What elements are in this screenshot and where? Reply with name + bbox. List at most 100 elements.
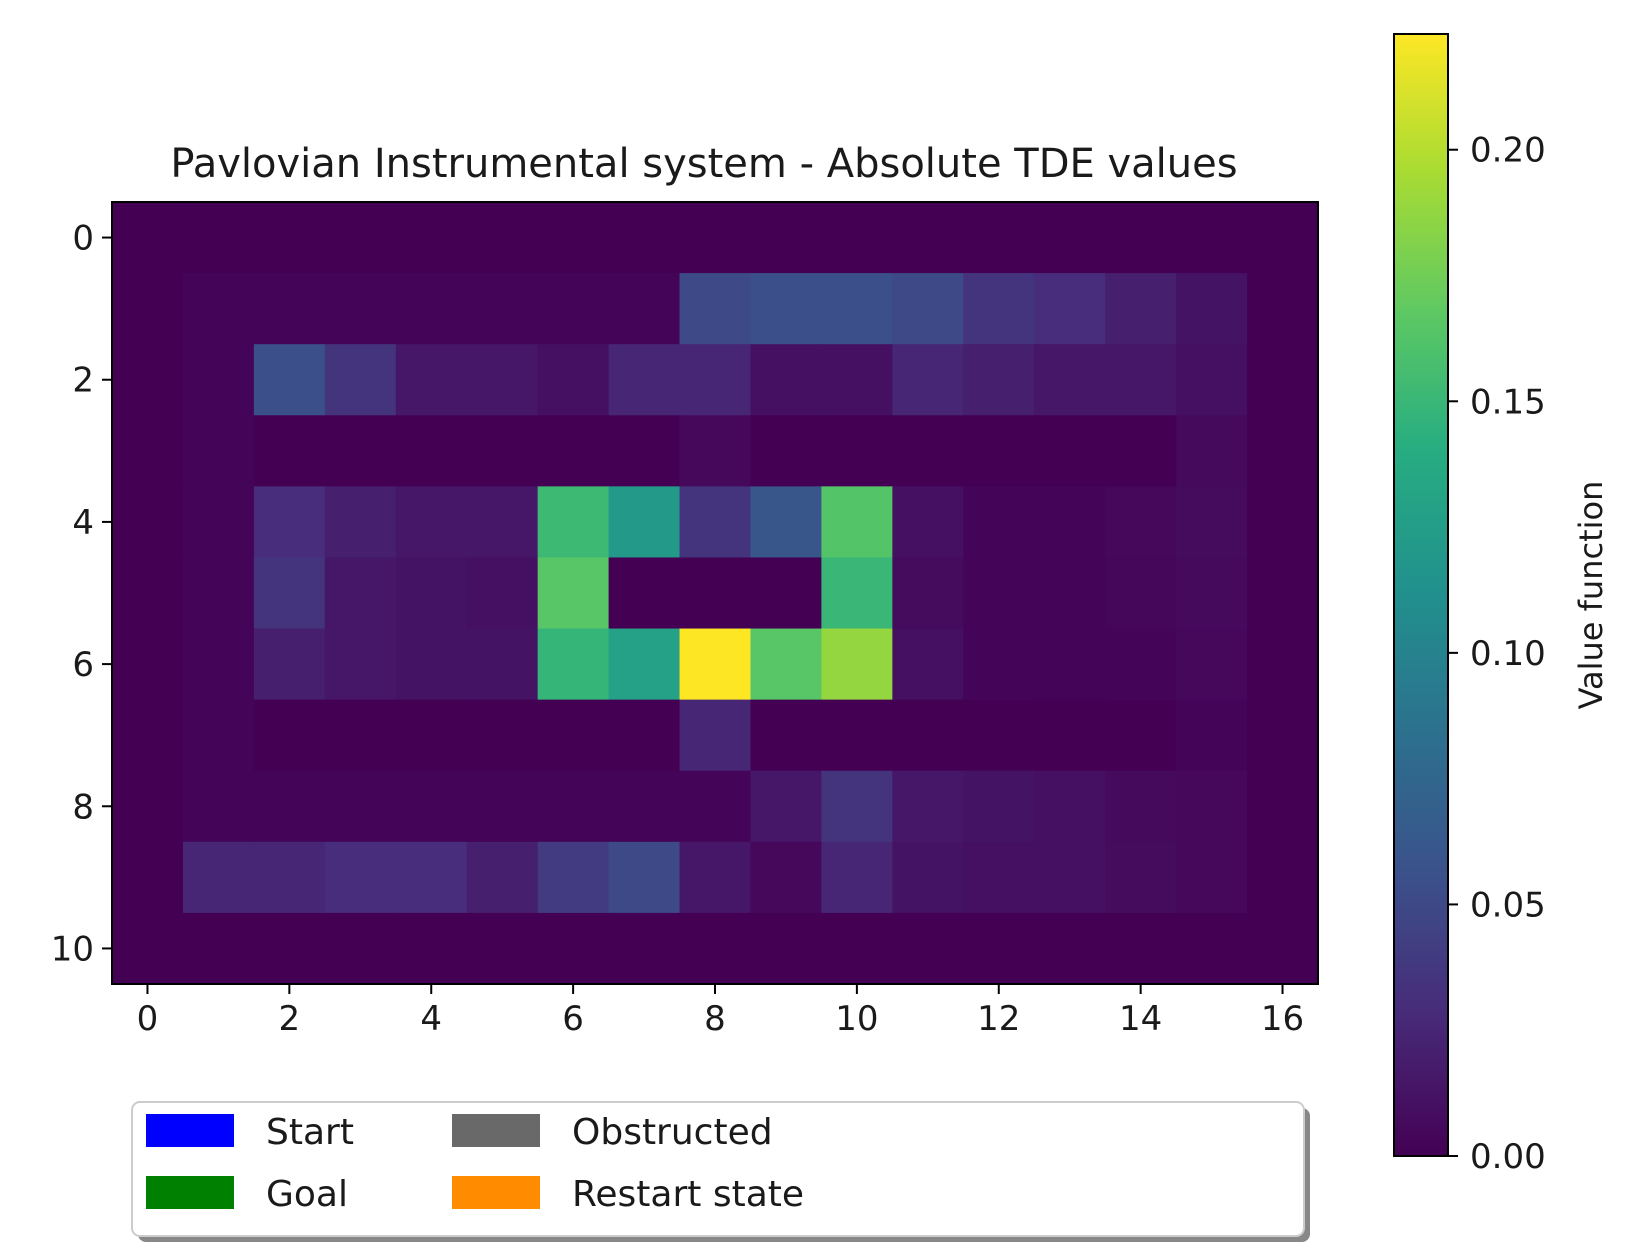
heatmap-cell — [963, 344, 1035, 416]
heatmap-cell — [395, 344, 468, 416]
heatmap-cell — [1034, 273, 1106, 345]
heatmap-cell — [679, 557, 752, 630]
heatmap-cell — [324, 699, 397, 772]
heatmap-cell — [892, 841, 964, 914]
heatmap-cell — [1105, 628, 1177, 701]
heatmap-cell — [324, 628, 397, 701]
heatmap-cell — [537, 415, 610, 487]
heatmap-cell — [182, 770, 255, 843]
heatmap-cell — [1247, 557, 1319, 630]
heatmap-cell — [963, 699, 1035, 772]
heatmap-cell — [253, 628, 326, 701]
heatmap-cell — [182, 486, 255, 559]
heatmap-cell — [750, 202, 823, 274]
heatmap-cell — [182, 557, 255, 630]
heatmap-cell — [1105, 699, 1177, 772]
heatmap-cell — [608, 841, 681, 914]
heatmap-cell — [395, 486, 468, 559]
legend-label: Goal — [266, 1174, 348, 1215]
colorbar-tick-label: 0.10 — [1470, 634, 1546, 674]
heatmap-cell — [963, 415, 1035, 487]
heatmap-cell — [253, 699, 326, 772]
heatmap-cell — [963, 486, 1035, 559]
heatmap-cell — [182, 344, 255, 416]
heatmap-cells — [112, 202, 1319, 985]
heatmap-cell — [1034, 344, 1106, 416]
heatmap-cell — [466, 628, 539, 701]
heatmap-cell — [395, 699, 468, 772]
y-tick-label: 8 — [72, 787, 94, 827]
heatmap-cell — [253, 415, 326, 487]
heatmap-cell — [1176, 699, 1248, 772]
heatmap-cell — [679, 273, 752, 345]
heatmap-cell — [679, 770, 752, 843]
heatmap-cell — [537, 557, 610, 630]
heatmap-cell — [253, 202, 326, 274]
heatmap-cell — [395, 770, 468, 843]
x-axis: 0 2 4 6 8 10 12 14 16 — [137, 984, 1304, 1039]
heatmap-cell — [750, 486, 823, 559]
heatmap-cell — [537, 202, 610, 274]
heatmap-cell — [182, 841, 255, 914]
heatmap-cell — [537, 628, 610, 701]
heatmap-cell — [821, 202, 893, 274]
heatmap-cell — [1034, 841, 1106, 914]
heatmap-cell — [182, 202, 255, 274]
heatmap-cell — [112, 841, 184, 914]
heatmap-cell — [821, 415, 893, 487]
heatmap-cell — [1247, 628, 1319, 701]
heatmap-cell — [750, 770, 823, 843]
heatmap-cell — [1176, 628, 1248, 701]
heatmap-cell — [253, 486, 326, 559]
heatmap-cell — [963, 628, 1035, 701]
legend-swatch — [146, 1176, 234, 1209]
colorbar-tick-label: 0.00 — [1470, 1137, 1546, 1177]
heatmap-cell — [466, 557, 539, 630]
heatmap-cell — [324, 912, 397, 985]
heatmap-cell — [679, 344, 752, 416]
heatmap-cell — [112, 912, 184, 985]
heatmap-cell — [1247, 699, 1319, 772]
heatmap-cell — [1034, 628, 1106, 701]
heatmap-cell — [821, 770, 893, 843]
heatmap-cell — [182, 699, 255, 772]
heatmap-cell — [821, 557, 893, 630]
heatmap-cell — [182, 415, 255, 487]
x-tick-label: 4 — [420, 999, 442, 1039]
heatmap-cell — [253, 344, 326, 416]
x-tick-label: 8 — [704, 999, 726, 1039]
heatmap-cell — [1105, 415, 1177, 487]
heatmap-cell — [821, 912, 893, 985]
heatmap-cell — [182, 912, 255, 985]
heatmap-cell — [112, 344, 184, 416]
chart-title: Pavlovian Instrumental system - Absolute… — [170, 141, 1237, 187]
heatmap-cell — [395, 841, 468, 914]
heatmap-cell — [892, 770, 964, 843]
heatmap-cell — [324, 202, 397, 274]
heatmap-cell — [608, 912, 681, 985]
heatmap-cell — [679, 415, 752, 487]
heatmap-cell — [112, 628, 184, 701]
legend-label: Obstructed — [572, 1112, 773, 1153]
heatmap-cell — [821, 273, 893, 345]
y-tick-label: 6 — [72, 645, 94, 685]
heatmap-cell — [537, 486, 610, 559]
heatmap-cell — [1034, 557, 1106, 630]
x-tick-label: 16 — [1261, 999, 1304, 1039]
heatmap-cell — [1176, 344, 1248, 416]
heatmap-cell — [608, 770, 681, 843]
heatmap-cell — [253, 841, 326, 914]
legend-label: Start — [266, 1112, 354, 1153]
y-tick-label: 4 — [72, 503, 94, 543]
heatmap-cell — [963, 841, 1035, 914]
heatmap-cell — [324, 415, 397, 487]
heatmap-cell — [112, 202, 184, 274]
y-tick-label: 2 — [72, 361, 94, 401]
heatmap-cell — [112, 486, 184, 559]
heatmap-cell — [963, 770, 1035, 843]
heatmap-cell — [608, 557, 681, 630]
heatmap-cell — [466, 486, 539, 559]
heatmap-cell — [395, 557, 468, 630]
y-tick-label: 10 — [51, 929, 94, 969]
